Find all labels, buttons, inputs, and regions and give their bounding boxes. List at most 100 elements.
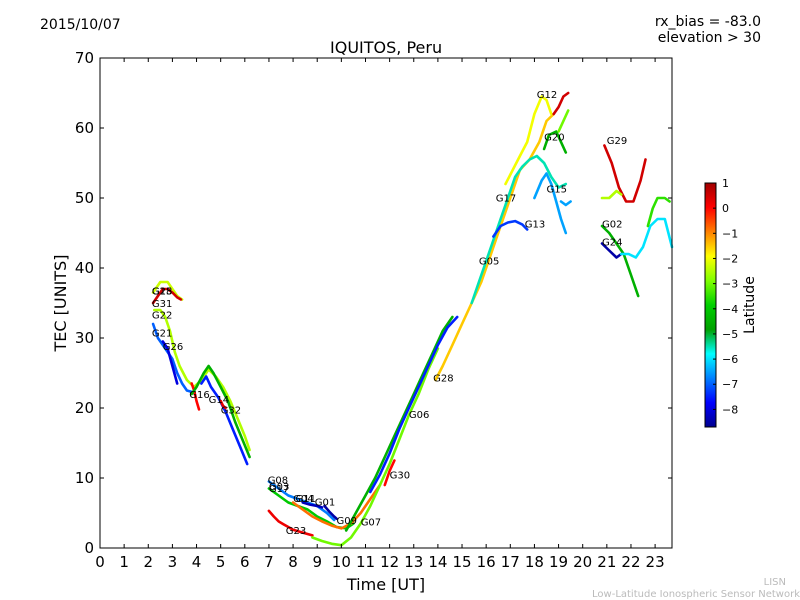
y-tick-label: 50 <box>75 189 94 207</box>
y-tick-label: 20 <box>75 399 94 417</box>
elevation-label: elevation > 30 <box>657 30 761 46</box>
satellite-label-g15: G15 <box>547 184 567 195</box>
satellite-label-g03: G03 <box>269 482 289 493</box>
x-tick-label: 19 <box>549 553 568 571</box>
satellite-label-g26: G26 <box>163 342 183 353</box>
satellite-label-g13: G13 <box>525 219 545 230</box>
series-g21 <box>151 322 193 394</box>
satellite-label-g20: G20 <box>544 133 564 144</box>
colorbar-tick-label: −1 <box>722 227 738 240</box>
x-tick-label: 3 <box>168 553 178 571</box>
y-tick-label: 30 <box>75 329 94 347</box>
x-tick-label: 4 <box>192 553 202 571</box>
satellite-label-g32: G32 <box>221 406 241 417</box>
colorbar-tick-label: −8 <box>722 403 738 416</box>
footer-lisn: LISN <box>763 577 786 588</box>
series-g23 <box>267 509 314 537</box>
x-tick-label: 22 <box>621 553 640 571</box>
x-axis: 0 1 2 3 4 5 6 7 8 9 10 11 12 13 14 15 16 17 18 19 20 21 22 23 <box>95 58 665 571</box>
colorbar-tick-label: −2 <box>722 252 738 265</box>
colorbar-tick-label: 1 <box>722 177 729 190</box>
x-tick-label: 1 <box>119 553 129 571</box>
series-g26 <box>161 340 179 385</box>
series-track-31 <box>552 91 570 116</box>
colorbar-gradient <box>704 182 717 428</box>
series-g20 <box>542 130 568 154</box>
satellite-label-g30: G30 <box>390 471 410 482</box>
series-g25 <box>219 399 227 410</box>
satellite-label-g18: G18 <box>152 287 172 298</box>
colorbar-tick-label: −3 <box>722 278 738 291</box>
satellite-label-g23: G23 <box>286 526 306 537</box>
colorbar-tick-label: −4 <box>722 303 738 316</box>
y-axis-label: TEC [UNITS] <box>51 255 70 353</box>
satellite-label-g17: G17 <box>496 194 516 205</box>
satellite-label-g07: G07 <box>361 518 381 529</box>
series-g17 <box>470 154 568 305</box>
y-axis: 0 10 20 30 40 50 60 70 <box>75 49 672 557</box>
series-g04 <box>301 501 324 509</box>
x-tick-label: 16 <box>477 553 496 571</box>
satellite-label-g04: G04 <box>293 494 313 505</box>
x-tick-label: 8 <box>288 553 298 571</box>
series-g28 <box>369 315 459 494</box>
satellite-label-g06: G06 <box>409 410 429 421</box>
x-tick-label: 2 <box>143 553 153 571</box>
colorbar-tick-label: −7 <box>722 378 738 391</box>
series-g02 <box>600 189 623 200</box>
satellite-label-g02: G02 <box>602 219 622 230</box>
series-track-29 <box>620 217 674 259</box>
x-tick-label: 11 <box>356 553 375 571</box>
footer-network: Low-Latitude Ionospheric Sensor Network <box>592 589 800 600</box>
satellite-label-g05: G05 <box>479 257 499 268</box>
series-g14 <box>190 364 251 459</box>
series-g07 <box>311 347 440 547</box>
colorbar-tick-label: −5 <box>722 328 738 341</box>
series-track-33 <box>559 200 572 207</box>
y-tick-label: 0 <box>84 539 94 557</box>
y-tick-label: 60 <box>75 119 94 137</box>
x-tick-label: 14 <box>428 553 447 571</box>
x-axis-label: Time [UT] <box>346 575 425 594</box>
x-tick-label: 0 <box>95 553 105 571</box>
series-g13 <box>492 219 529 238</box>
colorbar-tick-label: 0 <box>722 202 729 215</box>
series-g24 <box>600 224 640 298</box>
x-tick-label: 10 <box>332 553 351 571</box>
satellite-labels: G18G25G31G22G21G26G16G14G32G08G03G17G04G… <box>152 90 627 537</box>
x-tick-label: 9 <box>312 553 322 571</box>
series-track-28 <box>600 242 623 259</box>
y-tick-label: 40 <box>75 259 94 277</box>
series-g01 <box>323 504 338 520</box>
satellite-label-g22: G22 <box>152 310 172 321</box>
x-tick-label: 6 <box>240 553 250 571</box>
series-g09 <box>291 483 382 530</box>
satellite-label-g31: G31 <box>152 299 172 310</box>
satellite-label-g21: G21 <box>152 329 172 340</box>
satellite-label-g12: G12 <box>537 90 557 101</box>
series-g29 <box>603 144 647 203</box>
chart-title: IQUITOS, Peru <box>330 38 443 57</box>
x-tick-label: 13 <box>404 553 423 571</box>
satellite-label-g25: G25 <box>152 287 172 298</box>
satellite-label-g09: G09 <box>337 516 357 527</box>
satellite-label-g01: G01 <box>315 497 335 508</box>
rx-bias-label: rx_bias = -83.0 <box>654 14 761 30</box>
x-tick-label: 12 <box>380 553 399 571</box>
series-group <box>151 91 674 547</box>
x-tick-label: 15 <box>452 553 471 571</box>
x-tick-label: 23 <box>646 553 665 571</box>
y-tick-label: 10 <box>75 469 94 487</box>
x-tick-label: 20 <box>573 553 592 571</box>
x-tick-label: 7 <box>264 553 274 571</box>
plot-area <box>100 58 672 548</box>
colorbar: 1 0 −1 −2 −3 −4 −5 −6 −7 −8 <box>704 177 738 428</box>
satellite-label-g28: G28 <box>433 373 453 384</box>
series-g06 <box>344 315 454 532</box>
series-g16 <box>190 382 201 411</box>
satellite-label-g14: G14 <box>209 395 229 406</box>
satellite-label-g11: G11 <box>296 494 316 505</box>
series-g15 <box>533 172 568 235</box>
series-g30 <box>383 459 396 487</box>
